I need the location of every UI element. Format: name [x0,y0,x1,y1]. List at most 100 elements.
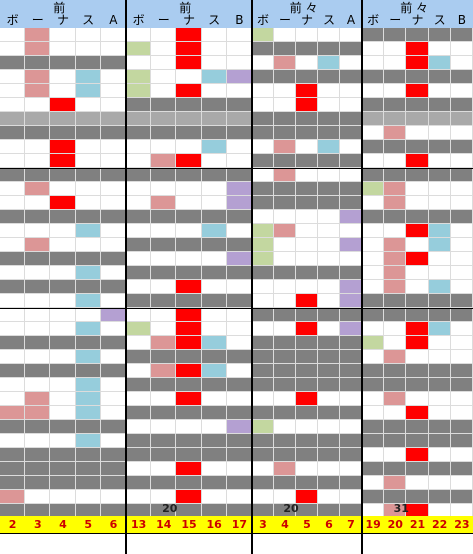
grid-cell [384,378,407,392]
grid-cell [126,28,152,42]
grid-cell [50,448,76,462]
grid-cell [362,462,385,476]
grid-cell [428,84,451,98]
grid-cell [450,266,473,280]
grid-cell [274,350,296,364]
grid-cell [176,196,202,210]
grid-cell [151,406,177,420]
grid-cell [274,42,296,56]
grid-cell [50,154,76,168]
grid-cell [176,154,202,168]
grid-cell [0,210,26,224]
grid-cell [384,210,407,224]
grid-cell [0,280,26,294]
grid-cell [362,182,385,196]
grid-cell [318,336,340,350]
grid-cell [318,462,340,476]
grid-cell [0,448,26,462]
grid-cell [176,126,202,140]
grid-cell [226,28,252,42]
grid-cell [252,378,274,392]
grid-cell [274,266,296,280]
grid-cell [25,434,51,448]
grid-cell [406,434,429,448]
count-badge: 20 [162,502,178,515]
grid-cell [226,112,252,126]
grid-cell [252,294,274,308]
grid-cell [252,336,274,350]
grid-cell [428,378,451,392]
grid-cell [25,378,51,392]
grid-cell [384,154,407,168]
grid-cell [406,210,429,224]
grid-cell [75,140,101,154]
grid-cell [274,224,296,238]
grid-cell [201,392,227,406]
grid-cell [176,378,202,392]
grid-cell [50,84,76,98]
grid-cell [450,308,473,322]
grid-cell [126,462,152,476]
grid-cell [384,56,407,70]
grid-cell [406,238,429,252]
grid-cell [201,364,227,378]
grid-cell [296,70,318,84]
grid-cell [274,392,296,406]
footer-number: 17 [231,518,248,531]
grid-cell [0,378,26,392]
grid-cell [75,476,101,490]
grid-cell [226,308,252,322]
grid-cell [75,168,101,182]
grid-cell [384,434,407,448]
grid-cell [151,462,177,476]
grid-cell [126,196,152,210]
grid-cell [406,406,429,420]
grid-cell [50,238,76,252]
grid-cell [450,392,473,406]
grid-cell [340,70,362,84]
grid-cell [201,126,227,140]
grid-cell [50,280,76,294]
grid-cell [406,84,429,98]
grid-cell [226,392,252,406]
grid-cell [252,196,274,210]
grid-cell [0,112,26,126]
grid-cell [126,336,152,350]
grid-cell [176,56,202,70]
grid-cell [450,476,473,490]
grid-cell [176,392,202,406]
grid-cell [428,280,451,294]
grid-cell [25,392,51,406]
grid-cell [252,98,274,112]
grid-cell [226,224,252,238]
footer-number: 13 [130,518,147,531]
grid-cell [384,126,407,140]
grid-cell [226,84,252,98]
grid-cell [0,406,26,420]
grid-cell [0,252,26,266]
grid-cell [274,476,296,490]
grid-cell [340,42,362,56]
grid-cell [151,476,177,490]
grid-cell [75,406,101,420]
grid-cell [318,490,340,504]
grid-cell [428,196,451,210]
grid-cell [100,406,126,420]
grid-cell [151,392,177,406]
grid-cell [50,42,76,56]
grid-cell [100,28,126,42]
grid-cell [252,56,274,70]
group-header [126,0,252,28]
grid-cell [201,350,227,364]
grid-cell [100,238,126,252]
grid-cell [0,196,26,210]
grid-cell [296,350,318,364]
grid-cell [50,266,76,280]
grid-cell [274,168,296,182]
grid-cell [406,224,429,238]
grid-cell [50,364,76,378]
grid-cell [384,238,407,252]
grid-cell [100,252,126,266]
grid-cell [340,84,362,98]
grid-cell [274,28,296,42]
